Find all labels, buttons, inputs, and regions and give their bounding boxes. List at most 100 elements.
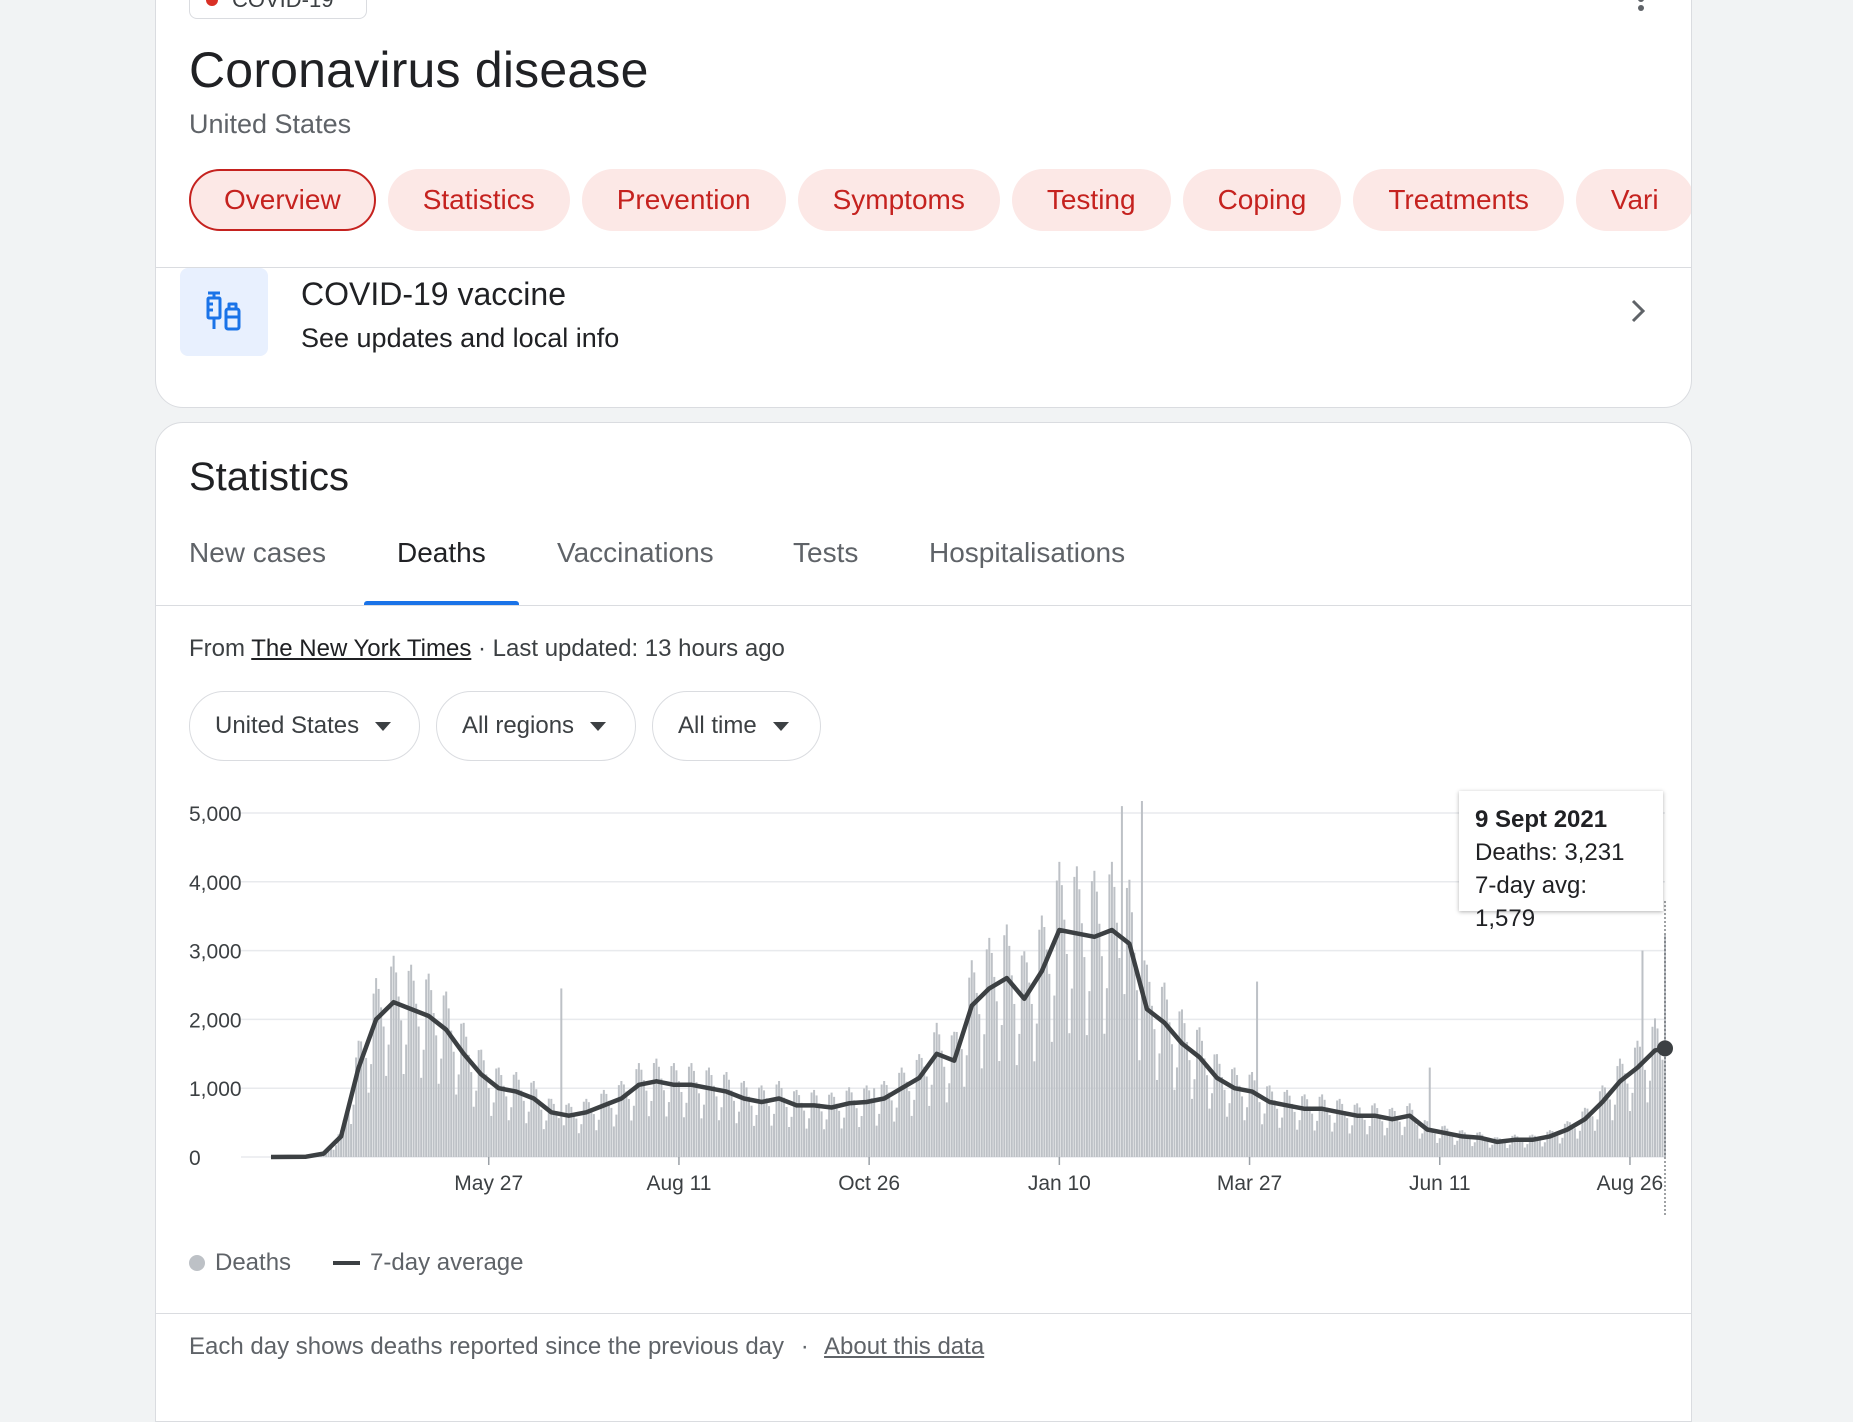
- regions-dropdown[interactable]: All regions: [436, 691, 636, 761]
- deaths-bar: [788, 1127, 790, 1157]
- deaths-bar: [753, 1126, 755, 1157]
- deaths-bar: [943, 1067, 945, 1157]
- deaths-bar: [1404, 1127, 1406, 1157]
- topic-chip[interactable]: COVID-19: [189, 0, 367, 19]
- deaths-bar: [1023, 951, 1025, 1157]
- deaths-bar: [595, 1130, 597, 1157]
- deaths-bar: [1108, 874, 1110, 1157]
- deaths-bar: [1541, 1146, 1543, 1157]
- deaths-bar: [1489, 1148, 1491, 1157]
- deaths-bar: [368, 1093, 370, 1157]
- tab-tests[interactable]: Tests: [793, 523, 858, 605]
- deaths-bar: [811, 1093, 813, 1158]
- tab-variants[interactable]: Vari: [1576, 169, 1691, 231]
- deaths-bar: [723, 1075, 725, 1157]
- deaths-bar: [758, 1088, 760, 1157]
- deaths-bar: [1316, 1121, 1318, 1157]
- time-dropdown[interactable]: All time: [652, 691, 821, 761]
- deaths-bar: [560, 988, 562, 1157]
- caret-down-icon: [375, 722, 391, 731]
- deaths-bar: [828, 1095, 830, 1157]
- tab-statistics[interactable]: Statistics: [388, 169, 570, 231]
- deaths-bar: [918, 1054, 920, 1157]
- deaths-bar: [1356, 1103, 1358, 1157]
- deaths-bar: [1574, 1128, 1576, 1157]
- deaths-bar: [638, 1063, 640, 1157]
- deaths-bar: [1011, 975, 1013, 1157]
- deaths-bar: [1609, 1100, 1611, 1157]
- deaths-bar: [470, 1072, 472, 1157]
- tab-treatments[interactable]: Treatments: [1353, 169, 1564, 231]
- deaths-bar: [708, 1068, 710, 1157]
- deaths-bar: [1063, 920, 1065, 1157]
- deaths-bar: [1231, 1069, 1233, 1157]
- about-data-link[interactable]: About this data: [824, 1333, 984, 1360]
- tab-coping[interactable]: Coping: [1183, 169, 1342, 231]
- deaths-bar: [1419, 1139, 1421, 1157]
- deaths-bar: [813, 1090, 815, 1157]
- virus-icon: [202, 0, 222, 10]
- deaths-bar: [1081, 923, 1083, 1157]
- x-tick-label: Oct 26: [838, 1172, 900, 1195]
- deaths-bar: [793, 1091, 795, 1157]
- deaths-bar: [1078, 889, 1080, 1157]
- deaths-bar: [460, 1024, 462, 1157]
- tab-overview[interactable]: Overview: [189, 169, 376, 231]
- deaths-bar: [1626, 1084, 1628, 1157]
- deaths-bar: [1616, 1066, 1618, 1157]
- tab-hospitalisations[interactable]: Hospitalisations: [929, 523, 1125, 605]
- legend-deaths-swatch: [189, 1255, 205, 1271]
- deaths-bar: [1636, 1041, 1638, 1157]
- deaths-bar: [1264, 1114, 1266, 1157]
- deaths-bar: [508, 1120, 510, 1157]
- deaths-bar: [913, 1100, 915, 1157]
- tab-deaths[interactable]: Deaths: [397, 523, 486, 605]
- deaths-bar: [420, 1078, 422, 1157]
- tab-vaccinations[interactable]: Vaccinations: [557, 523, 714, 605]
- deaths-bar: [1033, 1061, 1035, 1157]
- deaths-bar: [891, 1100, 893, 1157]
- more-options-icon[interactable]: [1637, 0, 1645, 11]
- deaths-bar: [768, 1106, 770, 1157]
- deaths-bar: [1506, 1148, 1508, 1157]
- deaths-bar: [458, 1074, 460, 1157]
- deaths-bar: [951, 1035, 953, 1157]
- country-dropdown[interactable]: United States: [189, 691, 420, 761]
- deaths-bar: [1331, 1132, 1333, 1157]
- deaths-bar: [1093, 871, 1095, 1157]
- deaths-bar: [986, 949, 988, 1157]
- deaths-bar: [1091, 881, 1093, 1157]
- deaths-bar: [1168, 1022, 1170, 1157]
- deaths-bar: [1196, 1030, 1198, 1157]
- deaths-bar: [665, 1116, 667, 1157]
- deaths-bar: [1591, 1116, 1593, 1157]
- last-updated: · Last updated: 13 hours ago: [478, 635, 785, 662]
- deaths-bar: [783, 1098, 785, 1157]
- deaths-bar: [635, 1069, 637, 1157]
- deaths-bar: [733, 1101, 735, 1157]
- legend-average-swatch: [333, 1261, 360, 1265]
- deaths-bar: [1421, 1133, 1423, 1157]
- tab-symptoms[interactable]: Symptoms: [798, 169, 1000, 231]
- tab-testing[interactable]: Testing: [1012, 169, 1171, 231]
- source-link[interactable]: The New York Times: [251, 635, 471, 662]
- deaths-bar: [771, 1126, 773, 1157]
- deaths-bar: [1451, 1137, 1453, 1157]
- deaths-bar: [1584, 1108, 1586, 1157]
- tab-new-cases[interactable]: New cases: [189, 523, 326, 605]
- deaths-bar: [1161, 987, 1163, 1157]
- deaths-bar: [1153, 1029, 1155, 1157]
- deaths-bar: [1299, 1120, 1301, 1157]
- deaths-bar: [1439, 1138, 1441, 1157]
- deaths-bar: [963, 1087, 965, 1157]
- source-prefix: From: [189, 635, 245, 662]
- tab-prevention[interactable]: Prevention: [582, 169, 786, 231]
- chevron-right-icon[interactable]: [1623, 296, 1653, 326]
- deaths-bar: [863, 1088, 865, 1157]
- deaths-bar: [1329, 1115, 1331, 1157]
- deaths-bar: [388, 1045, 390, 1157]
- vaccine-row[interactable]: COVID-19 vaccine See updates and local i…: [156, 268, 1691, 380]
- deaths-bar: [1241, 1096, 1243, 1157]
- deaths-bar: [778, 1081, 780, 1157]
